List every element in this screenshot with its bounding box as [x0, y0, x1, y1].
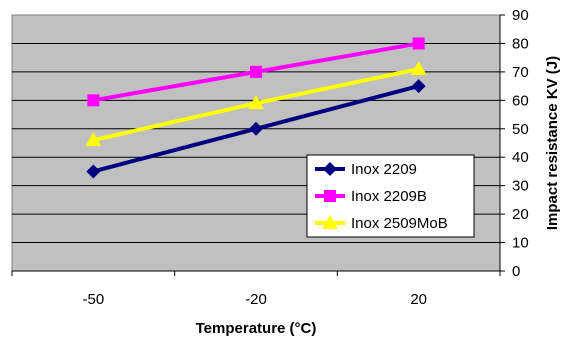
y-tick-label: 70	[512, 64, 529, 81]
legend-swatch-marker	[324, 190, 336, 202]
data-point-0-1	[249, 121, 263, 136]
x-tick-label: -50	[82, 291, 104, 308]
data-point-1-2	[412, 37, 425, 50]
y-tick-label: 0	[512, 263, 520, 280]
x-tick-label: 20	[410, 291, 427, 308]
y-tick-label: 60	[512, 92, 529, 109]
data-point-1-0	[87, 94, 100, 107]
legend-swatch-marker	[323, 162, 337, 176]
y-tick-label: 80	[512, 35, 529, 52]
y-tick-label: 50	[512, 121, 529, 138]
y-tick-label: 30	[512, 178, 529, 195]
legend-swatch-marker	[322, 215, 338, 229]
legend-label: Inox 2509MoB	[351, 215, 448, 232]
data-point-2-0	[85, 132, 102, 147]
data-point-1-1	[250, 65, 262, 78]
y-tick-label: 20	[512, 206, 529, 223]
axes: 0 10 20 30 40 50 60 70 80 90 -50 -20 20	[11, 7, 529, 308]
y-tick-label: 40	[512, 149, 529, 166]
legend-label: Inox 2209B	[351, 188, 427, 205]
data-point-2-1	[248, 95, 264, 110]
y-tick-label: 90	[512, 7, 529, 24]
y-tick-label: 10	[512, 235, 529, 252]
data-point-0-2	[411, 79, 426, 94]
data-point-2-2	[410, 61, 427, 76]
legend-label: Inox 2209	[351, 161, 417, 178]
y-axis-title: Impact resistance KV (J)	[544, 56, 561, 230]
data-point-0-0	[86, 164, 101, 179]
series-markers	[85, 37, 427, 179]
x-tick-label: -20	[245, 291, 267, 308]
legend: Inox 2209 Inox 2209B Inox 2509MoB	[306, 154, 475, 238]
x-axis-title: Temperature (°C)	[196, 320, 317, 337]
